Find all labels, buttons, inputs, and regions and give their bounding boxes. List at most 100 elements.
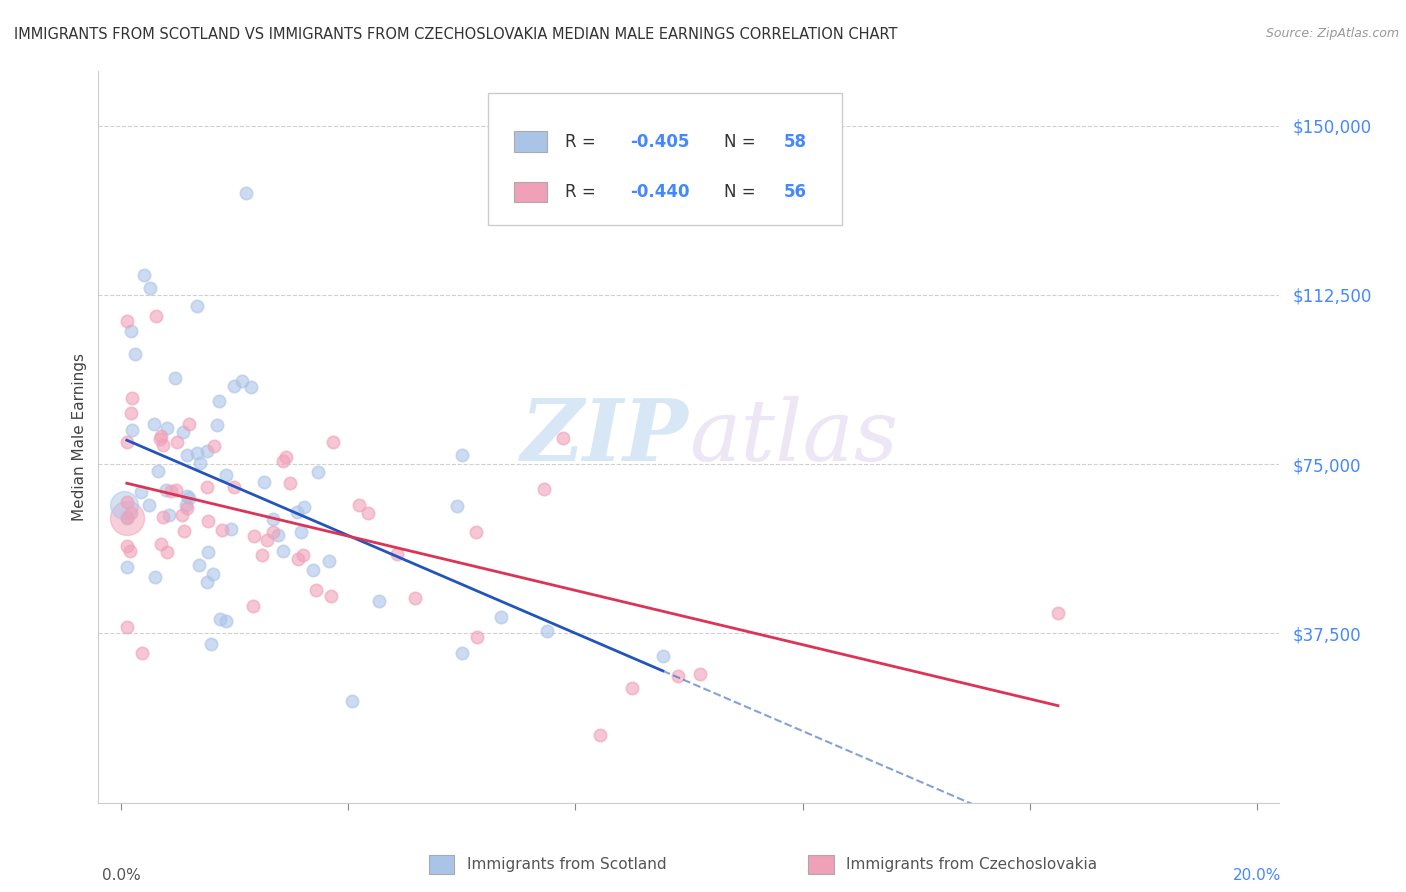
Point xyxy=(150,537,173,551)
Point xyxy=(156,545,179,559)
Point xyxy=(302,563,325,577)
Text: 0.0%: 0.0% xyxy=(101,868,141,883)
Point xyxy=(202,567,225,582)
Point xyxy=(451,646,474,660)
Point xyxy=(342,694,364,708)
Point xyxy=(115,509,138,524)
Point xyxy=(138,281,160,295)
Point xyxy=(121,391,143,405)
Text: -0.440: -0.440 xyxy=(630,183,689,201)
Point xyxy=(357,506,380,520)
Text: -0.405: -0.405 xyxy=(630,133,689,151)
Text: R =: R = xyxy=(565,133,600,151)
Point xyxy=(215,615,238,629)
Point xyxy=(202,439,225,453)
Point xyxy=(195,480,218,494)
Point xyxy=(489,610,512,624)
Point xyxy=(215,467,238,482)
Y-axis label: Median Male Earnings: Median Male Earnings xyxy=(72,353,87,521)
Point xyxy=(179,491,201,506)
Point xyxy=(132,268,155,282)
Text: Source: ZipAtlas.com: Source: ZipAtlas.com xyxy=(1265,27,1399,40)
Point xyxy=(242,599,264,613)
Point xyxy=(404,591,426,606)
Text: 58: 58 xyxy=(783,133,807,151)
Point xyxy=(533,483,555,497)
Point xyxy=(166,434,188,449)
FancyBboxPatch shape xyxy=(515,182,547,202)
Point xyxy=(208,611,231,625)
Text: ZIP: ZIP xyxy=(522,395,689,479)
Point xyxy=(124,347,146,361)
Point xyxy=(176,489,198,503)
Point xyxy=(208,394,231,409)
Point xyxy=(165,483,187,498)
Point xyxy=(115,620,138,634)
Text: Immigrants from Czechoslovakia: Immigrants from Czechoslovakia xyxy=(846,857,1098,871)
Point xyxy=(222,480,245,494)
Point xyxy=(170,508,193,522)
Point xyxy=(307,465,329,479)
Point xyxy=(157,508,180,523)
Point xyxy=(172,425,194,439)
Point xyxy=(121,423,143,437)
Point xyxy=(177,417,200,431)
Point xyxy=(290,524,312,539)
Point xyxy=(250,548,273,562)
Point xyxy=(188,558,211,572)
Point xyxy=(143,570,166,584)
Point xyxy=(115,511,138,525)
Point xyxy=(186,299,208,313)
Point xyxy=(274,450,297,465)
Point xyxy=(115,314,138,328)
Point xyxy=(262,525,284,540)
Point xyxy=(120,406,142,420)
Point xyxy=(368,594,391,608)
Point xyxy=(174,498,197,512)
Point xyxy=(205,418,228,433)
Point xyxy=(243,529,266,543)
Point xyxy=(235,186,257,201)
FancyBboxPatch shape xyxy=(515,131,547,152)
Point xyxy=(176,448,198,462)
Point xyxy=(553,431,575,445)
Point xyxy=(115,511,138,525)
Text: Immigrants from Scotland: Immigrants from Scotland xyxy=(467,857,666,871)
Point xyxy=(589,728,612,742)
Point xyxy=(120,507,142,521)
Point xyxy=(536,624,558,638)
Point xyxy=(131,646,153,660)
Point xyxy=(115,495,138,509)
Point xyxy=(666,669,689,683)
Point xyxy=(256,533,278,547)
Point xyxy=(651,649,673,664)
Point xyxy=(188,456,211,470)
Point xyxy=(200,637,222,651)
Point xyxy=(446,500,468,514)
Point xyxy=(115,434,138,449)
Text: N =: N = xyxy=(724,133,761,151)
Point xyxy=(149,432,172,446)
Point xyxy=(118,544,141,558)
Point xyxy=(163,371,186,385)
Point xyxy=(271,454,294,468)
Point xyxy=(464,525,486,540)
Text: IMMIGRANTS FROM SCOTLAND VS IMMIGRANTS FROM CZECHOSLOVAKIA MEDIAN MALE EARNINGS : IMMIGRANTS FROM SCOTLAND VS IMMIGRANTS F… xyxy=(14,27,897,42)
Point xyxy=(219,522,242,536)
Point xyxy=(149,428,172,442)
Point xyxy=(115,539,138,553)
Point xyxy=(152,438,174,452)
Point xyxy=(152,509,174,524)
Point xyxy=(195,575,218,590)
Point xyxy=(347,498,370,512)
Point xyxy=(318,554,340,568)
Text: atlas: atlas xyxy=(689,396,898,478)
Point xyxy=(231,374,253,388)
Point xyxy=(155,483,177,497)
Point xyxy=(1046,606,1070,620)
Point xyxy=(292,500,315,514)
Point xyxy=(197,545,219,559)
Point xyxy=(112,498,135,512)
Point xyxy=(620,681,643,695)
Point xyxy=(176,501,198,516)
